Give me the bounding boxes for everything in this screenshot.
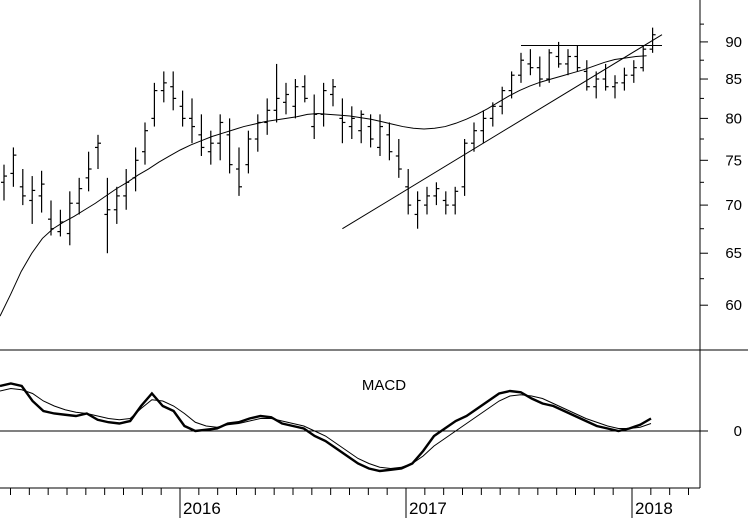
price-bar [358,110,365,144]
price-tick-label: 80 [725,110,742,127]
price-bar [480,110,487,144]
price-bar [555,41,562,68]
price-bar [386,122,393,161]
price-bar [217,114,224,161]
time-axis: 2016 2017 2018 [0,487,700,518]
price-bar [264,98,271,135]
price-bar [179,90,186,127]
price-bar [301,75,308,103]
price-bar [19,169,26,206]
price-bar [38,170,45,213]
price-bar [311,94,318,140]
trendline [342,34,663,230]
price-bar [123,169,130,210]
signal-line [0,387,652,470]
price-bar [273,63,280,123]
price-bar [630,60,637,83]
price-bar [283,82,289,115]
price-bar [339,98,346,144]
year-label: 2018 [635,499,673,518]
price-bar [132,147,139,192]
price-bar [612,75,618,99]
macd-line [0,382,652,473]
price-bar [414,191,421,229]
price-bar [160,71,167,103]
price-bar [508,71,515,99]
price-bar [471,122,477,152]
price-bar [236,147,242,196]
price-bar [518,52,524,83]
price-bar [151,82,158,127]
price-tick-label: 60 [725,297,742,314]
price-bar [602,63,609,91]
price-bar [10,147,17,187]
year-label: 2016 [183,499,221,518]
price-bar [583,60,590,91]
price-bar [95,134,101,170]
price-bar [189,98,195,144]
price-bar [452,186,459,215]
price-bar [198,114,205,156]
price-bar [442,191,449,215]
price-bar [142,122,148,165]
macd-tick-label: 0 [734,423,742,440]
price-bar [565,49,571,76]
macd-panel: MACD 0 [0,377,742,473]
price-bar [292,79,299,119]
price-bar [113,186,120,224]
price-bar [330,79,336,107]
price-bar [367,114,374,148]
price-bar [593,71,600,99]
price-bar [536,56,543,87]
price-bar [29,176,36,224]
price-bar [76,177,83,215]
price-bar [546,49,553,83]
price-tick-label: 75 [725,152,742,169]
price-bar [1,164,7,201]
price-bar [640,45,647,72]
price-bar [527,49,534,76]
price-bar [170,71,177,111]
macd-title: MACD [362,377,406,394]
price-bar [433,182,440,206]
price-bar [621,67,628,91]
price-bar [320,82,327,127]
price-bar [254,114,261,152]
price-bar [424,186,430,215]
price-bar [104,177,111,254]
moving-average-line [0,55,647,317]
price-bar [348,106,355,140]
price-bar [489,102,496,127]
price-tick-label: 85 [725,71,742,88]
year-label: 2017 [409,499,447,518]
price-bar [574,45,581,72]
price-bar [461,139,468,196]
price-tick-label: 70 [725,197,742,214]
price-bar [207,130,214,165]
price-tick-label: 65 [725,245,742,262]
price-tick-label: 90 [725,34,742,51]
price-bar [245,130,252,174]
price-bar [85,151,92,192]
price-bar [226,118,233,174]
price-bar [405,169,412,215]
price-bar [395,139,402,178]
price-panel: 60 65 70 75 80 85 90 [0,0,748,488]
